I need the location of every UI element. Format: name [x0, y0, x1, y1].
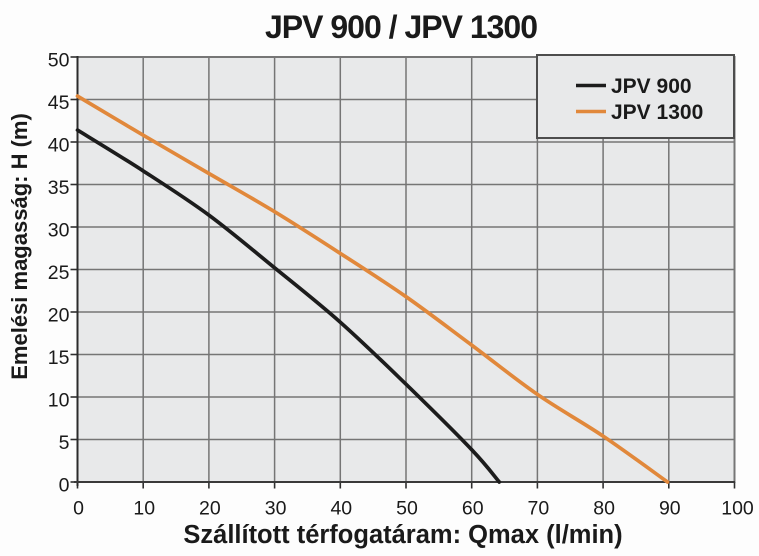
svg-text:50: 50 — [48, 49, 70, 71]
svg-text:25: 25 — [48, 262, 70, 284]
svg-text:JPV 900 / JPV 1300: JPV 900 / JPV 1300 — [265, 9, 537, 45]
svg-text:30: 30 — [48, 219, 70, 241]
svg-text:40: 40 — [48, 134, 70, 156]
svg-text:0: 0 — [73, 498, 84, 520]
svg-text:45: 45 — [48, 92, 70, 114]
svg-text:JPV 900: JPV 900 — [611, 75, 692, 98]
svg-text:40: 40 — [330, 498, 352, 520]
svg-text:50: 50 — [396, 498, 418, 520]
svg-text:35: 35 — [48, 177, 70, 199]
svg-text:70: 70 — [528, 498, 550, 520]
svg-text:10: 10 — [48, 389, 70, 411]
svg-text:Emelési magasság: H (m): Emelési magasság: H (m) — [7, 113, 32, 380]
svg-text:90: 90 — [659, 498, 681, 520]
svg-text:15: 15 — [48, 347, 70, 369]
svg-text:0: 0 — [59, 474, 70, 496]
svg-text:Szállított térfogatáram: Qmax: Szállított térfogatáram: Qmax (l/min) — [183, 521, 622, 549]
svg-text:20: 20 — [48, 304, 70, 326]
svg-text:JPV 1300: JPV 1300 — [611, 101, 703, 124]
svg-text:30: 30 — [265, 498, 287, 520]
svg-text:20: 20 — [199, 498, 221, 520]
svg-text:80: 80 — [593, 498, 615, 520]
svg-text:10: 10 — [133, 498, 155, 520]
svg-text:5: 5 — [59, 432, 70, 454]
svg-text:60: 60 — [462, 498, 484, 520]
svg-text:100: 100 — [721, 498, 754, 520]
